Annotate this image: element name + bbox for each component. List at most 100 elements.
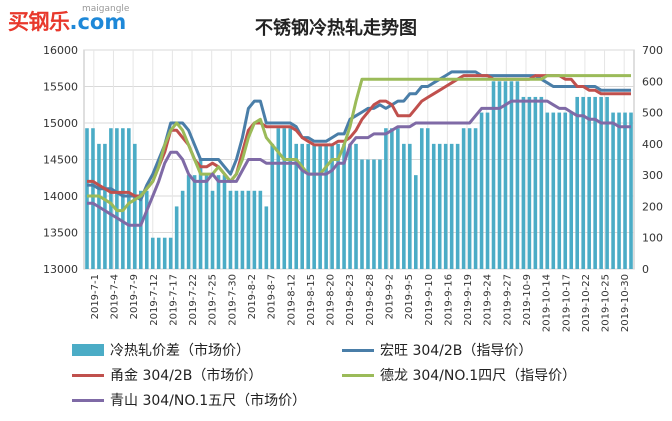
y-right-tick-label: 400 xyxy=(642,138,663,151)
y-left-tick-label: 14000 xyxy=(43,190,78,203)
legend-label: 甬金 304/2B（市场价） xyxy=(110,368,263,384)
bar xyxy=(150,237,155,269)
bar xyxy=(390,128,394,269)
bar xyxy=(109,128,113,269)
bar xyxy=(533,96,538,269)
logo-com-text: .com xyxy=(69,10,127,34)
bar xyxy=(186,175,191,269)
bar xyxy=(336,143,340,269)
legend-swatch-line xyxy=(72,373,104,377)
y-left-tick-label: 14500 xyxy=(43,154,78,167)
y-right-tick-label: 300 xyxy=(642,169,663,182)
bar xyxy=(611,112,615,269)
bar xyxy=(204,175,209,269)
y-right-tick-label: 700 xyxy=(642,44,663,57)
legend-item-delong: 德龙 304/NO.1四尺（指导价） xyxy=(342,365,576,385)
bar xyxy=(228,190,233,269)
bar xyxy=(222,175,227,269)
legend-item-hongwang: 宏旺 304/2B（指导价） xyxy=(342,340,532,360)
bar xyxy=(276,128,281,269)
logo-main-text: 买钢乐 xyxy=(8,10,70,34)
bar xyxy=(282,128,287,269)
bar xyxy=(312,143,316,269)
x-tick-label: 2019-9-16 xyxy=(443,274,454,326)
bar xyxy=(539,96,544,269)
y-right-tick-label: 100 xyxy=(642,232,663,245)
legend-label: 德龙 304/NO.1四尺（指导价） xyxy=(380,368,577,384)
x-tick-label: 2019-7-30 xyxy=(227,274,238,326)
bar xyxy=(85,128,89,269)
x-tick-label: 2019-7-12 xyxy=(149,274,160,326)
y-left-tick-label: 15500 xyxy=(43,81,78,94)
bar xyxy=(246,190,251,269)
x-tick-label: 2019-8-2 xyxy=(247,274,258,319)
bar xyxy=(318,143,322,269)
bar xyxy=(467,128,472,269)
bar xyxy=(605,96,609,269)
bar xyxy=(593,96,597,269)
bar xyxy=(216,175,221,269)
legend-item-price-spread: 冷热轧价差（市场价） xyxy=(72,340,250,360)
legend-item-qingshan: 青山 304/NO.1五尺（市场价） xyxy=(72,390,306,410)
legend-swatch-line xyxy=(72,398,104,402)
legend-item-yongjin: 甬金 304/2B（市场价） xyxy=(72,365,262,385)
legend-swatch-bar xyxy=(72,344,104,356)
y-left-tick-label: 13000 xyxy=(43,263,78,276)
lines-series xyxy=(87,70,631,227)
bar xyxy=(563,112,568,269)
bar xyxy=(144,190,149,269)
x-tick-label: 2019-10-25 xyxy=(601,274,612,332)
bar xyxy=(348,143,352,269)
bar xyxy=(330,143,334,269)
bar xyxy=(294,143,299,269)
bar xyxy=(288,128,293,269)
bar xyxy=(372,159,376,269)
bar xyxy=(342,143,346,269)
bar xyxy=(414,175,418,269)
bar xyxy=(617,112,621,269)
logo: 买钢乐.com maigangle xyxy=(8,4,130,40)
x-tick-label: 2019-7-17 xyxy=(168,274,179,326)
bar xyxy=(156,237,161,269)
bar xyxy=(240,190,245,269)
x-tick-label: 2019-8-12 xyxy=(286,274,297,326)
bar xyxy=(133,143,137,269)
x-tick-label: 2019-10-9 xyxy=(522,274,533,326)
x-tick-label: 2019-9-27 xyxy=(502,274,513,326)
x-tick-label: 2019-7-25 xyxy=(208,274,219,326)
bar xyxy=(121,128,125,269)
bar xyxy=(503,81,508,270)
bar xyxy=(210,190,215,269)
legend: 冷热轧价差（市场价） 宏旺 304/2B（指导价） 甬金 304/2B（市场价）… xyxy=(0,336,672,421)
bar xyxy=(378,159,382,269)
bar xyxy=(408,143,412,269)
bar xyxy=(384,128,388,269)
y-right-tick-label: 600 xyxy=(642,75,663,88)
bar xyxy=(455,143,460,269)
bar xyxy=(431,143,436,269)
bar xyxy=(396,128,400,269)
y-axis-left: 13000 13500 14000 14500 15000 15500 16000 xyxy=(43,44,78,276)
bars-series xyxy=(85,81,633,270)
logo-sub-text: maigangle xyxy=(82,4,130,14)
bar xyxy=(425,128,430,269)
bar xyxy=(551,112,556,269)
x-tick-label: 2019-7-1 xyxy=(90,274,101,319)
bar xyxy=(461,128,466,269)
bar xyxy=(629,112,633,269)
x-tick-label: 2019-8-20 xyxy=(326,274,337,326)
bar xyxy=(162,237,167,269)
x-tick-label: 2019-9-19 xyxy=(463,274,474,326)
bar xyxy=(443,143,448,269)
x-tick-label: 2019-8-7 xyxy=(267,274,278,319)
bar xyxy=(545,112,550,269)
bar xyxy=(270,143,275,269)
bar xyxy=(599,96,603,269)
bar xyxy=(354,143,358,269)
x-tick-label: 2019-9-5 xyxy=(404,274,415,319)
bar xyxy=(300,143,304,269)
bar xyxy=(449,143,454,269)
legend-label: 青山 304/NO.1五尺（市场价） xyxy=(110,393,307,409)
bar xyxy=(485,112,490,269)
x-tick-label: 2019-8-23 xyxy=(345,274,356,326)
